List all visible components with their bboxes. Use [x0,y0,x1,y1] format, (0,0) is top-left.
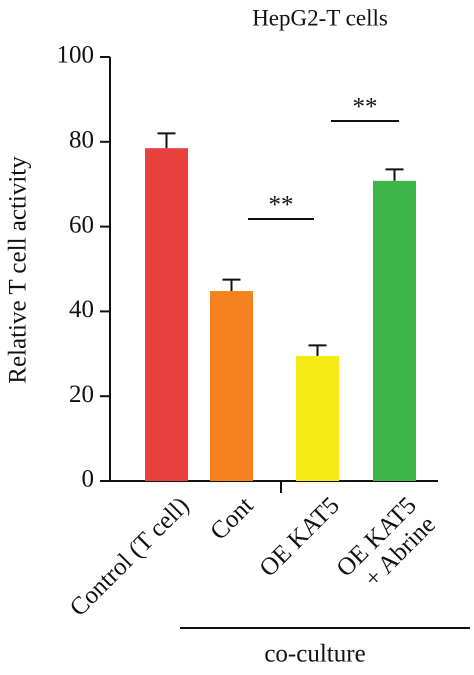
bar [210,291,253,481]
y-tick-label: 60 [69,211,94,238]
error-bar [157,132,176,149]
bar [373,180,416,482]
error-bar [222,278,241,292]
significance-label: ** [269,192,294,219]
chart-title: HepG2-T cells [252,5,388,30]
error-bar [308,344,327,356]
y-tick-label: 0 [82,466,95,493]
y-tick-label: 80 [69,127,94,154]
bar [145,148,188,481]
bar [296,355,339,481]
significance-label: ** [353,94,378,121]
y-axis-label: Relative T cell activity [5,156,32,384]
y-tick-label: 100 [57,42,95,69]
error-bar [385,168,404,181]
y-tick-label: 40 [69,296,94,323]
y-tick-label: 20 [69,381,94,408]
group-label: co-culture [264,641,365,668]
